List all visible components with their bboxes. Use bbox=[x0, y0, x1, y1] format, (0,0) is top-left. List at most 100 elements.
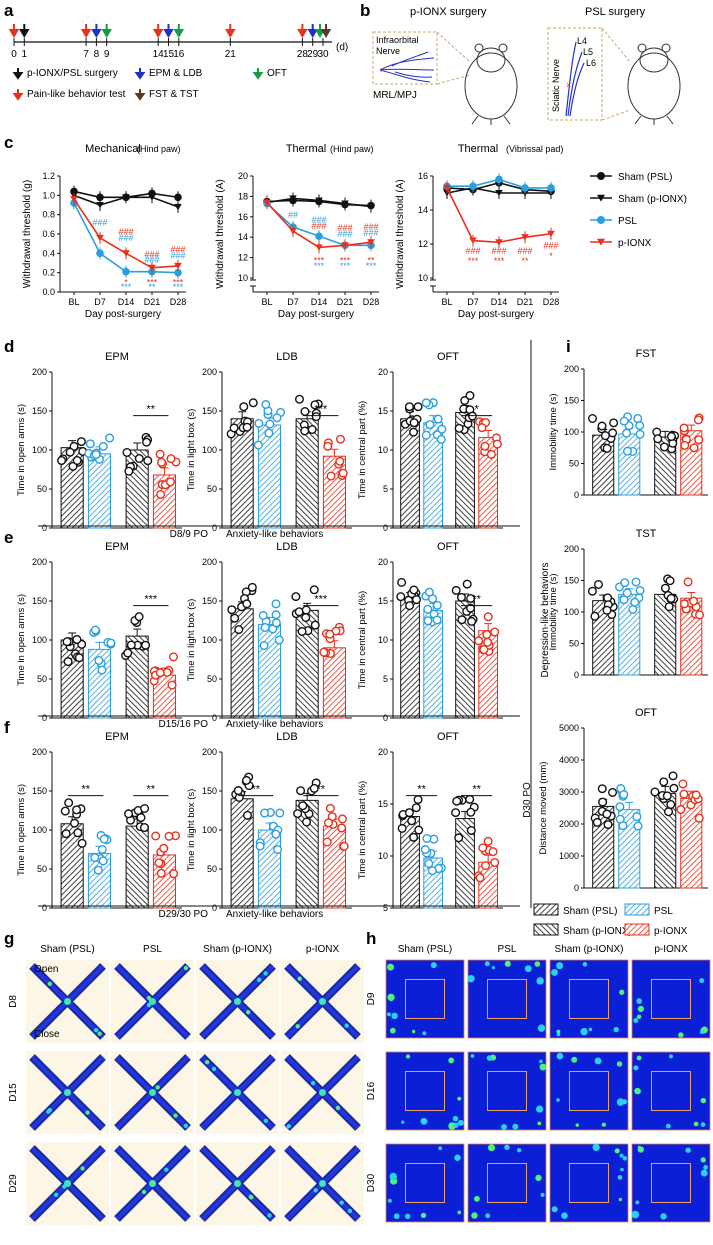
timeline-arrow-icon bbox=[19, 24, 30, 38]
significance-annotation: *** bbox=[173, 282, 184, 292]
occupancy-hotspot bbox=[535, 1174, 542, 1182]
individual-data-point bbox=[662, 791, 672, 801]
significance-annotation: ### bbox=[517, 246, 532, 256]
y-axis-label: Withdrawal threshold (g) bbox=[22, 180, 33, 288]
occupancy-hotspot bbox=[211, 1066, 217, 1072]
data-point bbox=[367, 203, 375, 211]
individual-data-point bbox=[260, 808, 270, 818]
y-tick-label: 150 bbox=[202, 786, 217, 796]
timeline-unit: (d) bbox=[336, 42, 348, 53]
data-point bbox=[495, 175, 503, 184]
y-tick-label: 50 bbox=[37, 674, 47, 684]
individual-data-point bbox=[273, 845, 283, 855]
y-tick-label: 4000 bbox=[559, 755, 579, 765]
bar-sham-p-ionx- bbox=[125, 825, 149, 909]
individual-data-point bbox=[619, 790, 629, 800]
individual-data-point bbox=[70, 818, 80, 828]
individual-data-point bbox=[475, 873, 485, 883]
occupancy-hotspot bbox=[486, 1055, 493, 1061]
occupancy-hotspot bbox=[438, 1146, 443, 1151]
occupancy-hotspot bbox=[485, 1213, 491, 1219]
individual-data-point bbox=[694, 435, 704, 445]
data-point bbox=[521, 234, 529, 241]
individual-data-point bbox=[167, 680, 177, 690]
individual-data-point bbox=[122, 447, 132, 457]
individual-data-point bbox=[421, 430, 431, 440]
individual-data-point bbox=[105, 433, 115, 443]
individual-data-point bbox=[61, 829, 71, 839]
epm-row-label: D8 bbox=[8, 995, 19, 1008]
occupancy-hotspot bbox=[556, 962, 564, 970]
individual-data-point bbox=[141, 640, 151, 650]
legend-arrow-icon bbox=[134, 89, 146, 101]
individual-data-point bbox=[300, 407, 310, 417]
significance-stars: ** bbox=[472, 594, 481, 606]
bar-chart-d-oft: OFT 0 5 10 15 20 Time in central part (%) * bbox=[357, 351, 503, 533]
occupancy-hotspot bbox=[173, 1113, 178, 1118]
individual-data-point bbox=[483, 637, 493, 647]
data-point bbox=[289, 228, 297, 235]
y-tick-label: 0 bbox=[212, 903, 217, 913]
individual-data-point bbox=[477, 423, 487, 433]
y-axis-label: Distance moved (mm) bbox=[538, 762, 549, 855]
panel-label-a: a bbox=[4, 1, 14, 20]
epm-heatmap-cell bbox=[281, 1051, 364, 1134]
y-tick-label: 150 bbox=[564, 576, 579, 586]
occupancy-hotspot bbox=[387, 993, 395, 1001]
individual-data-point bbox=[85, 439, 95, 449]
individual-data-point bbox=[62, 637, 72, 647]
occupancy-hotspot bbox=[389, 1027, 396, 1034]
data-point bbox=[469, 182, 477, 190]
timeline-arrow-icon bbox=[152, 24, 164, 38]
significance-annotation: *** bbox=[147, 277, 158, 287]
individual-data-point bbox=[628, 604, 638, 614]
y-tick-label: 150 bbox=[32, 596, 47, 606]
panel-label-c: c bbox=[4, 133, 13, 152]
oft-center-zone bbox=[487, 1163, 527, 1203]
oft-center-zone bbox=[569, 979, 609, 1019]
occupancy-hotspot bbox=[700, 1097, 707, 1104]
occupancy-hotspot bbox=[678, 1032, 684, 1038]
epm-heatmap-cell bbox=[111, 1142, 194, 1225]
occupancy-hotspot bbox=[484, 961, 490, 967]
individual-data-point bbox=[602, 809, 612, 819]
individual-data-point bbox=[456, 592, 466, 602]
oft-center-zone bbox=[651, 979, 691, 1019]
individual-data-point bbox=[598, 797, 608, 807]
y-axis-label: Time in open arms (s) bbox=[16, 784, 27, 876]
individual-data-point bbox=[274, 635, 284, 645]
individual-data-point bbox=[665, 576, 675, 586]
epm-column-label: Sham (PSL) bbox=[40, 944, 94, 955]
oft-row-label: D30 bbox=[366, 1173, 377, 1192]
occupancy-hotspot bbox=[405, 1054, 411, 1059]
bar-psl bbox=[257, 424, 281, 529]
oft-column-label: Sham (p-IONX) bbox=[555, 944, 624, 955]
occupancy-hotspot bbox=[47, 981, 53, 987]
y-tick-label: 50 bbox=[207, 864, 217, 874]
individual-data-point bbox=[272, 413, 282, 423]
data-point bbox=[495, 189, 503, 197]
chart-subtitle: (Hind paw) bbox=[137, 144, 181, 154]
y-tick-label: 20 bbox=[378, 557, 388, 567]
occupancy-hotspot bbox=[539, 1059, 543, 1064]
y-tick-label: 100 bbox=[202, 825, 217, 835]
x-tick-label: D14 bbox=[118, 297, 135, 307]
individual-data-point bbox=[478, 843, 488, 853]
significance-annotation: *** bbox=[340, 256, 351, 266]
nerve-label: Nerve bbox=[376, 46, 400, 56]
individual-data-point bbox=[155, 668, 165, 678]
y-tick-label: 0 bbox=[42, 713, 47, 723]
y-tick-label: 0.8 bbox=[42, 210, 55, 220]
individual-data-point bbox=[409, 585, 419, 595]
significance-annotation: ### bbox=[311, 221, 326, 231]
occupancy-hotspot bbox=[540, 1192, 545, 1197]
individual-data-point bbox=[247, 582, 257, 592]
oft-heatmap-cell bbox=[385, 959, 465, 1039]
y-tick-label: 1.2 bbox=[42, 171, 55, 181]
individual-data-point bbox=[230, 613, 240, 623]
occupancy-hotspot bbox=[347, 1208, 353, 1214]
significance-annotation: *** bbox=[366, 261, 377, 271]
chart-title: TST bbox=[636, 528, 657, 540]
individual-data-point bbox=[97, 665, 107, 675]
significance-annotation: * bbox=[124, 277, 128, 287]
